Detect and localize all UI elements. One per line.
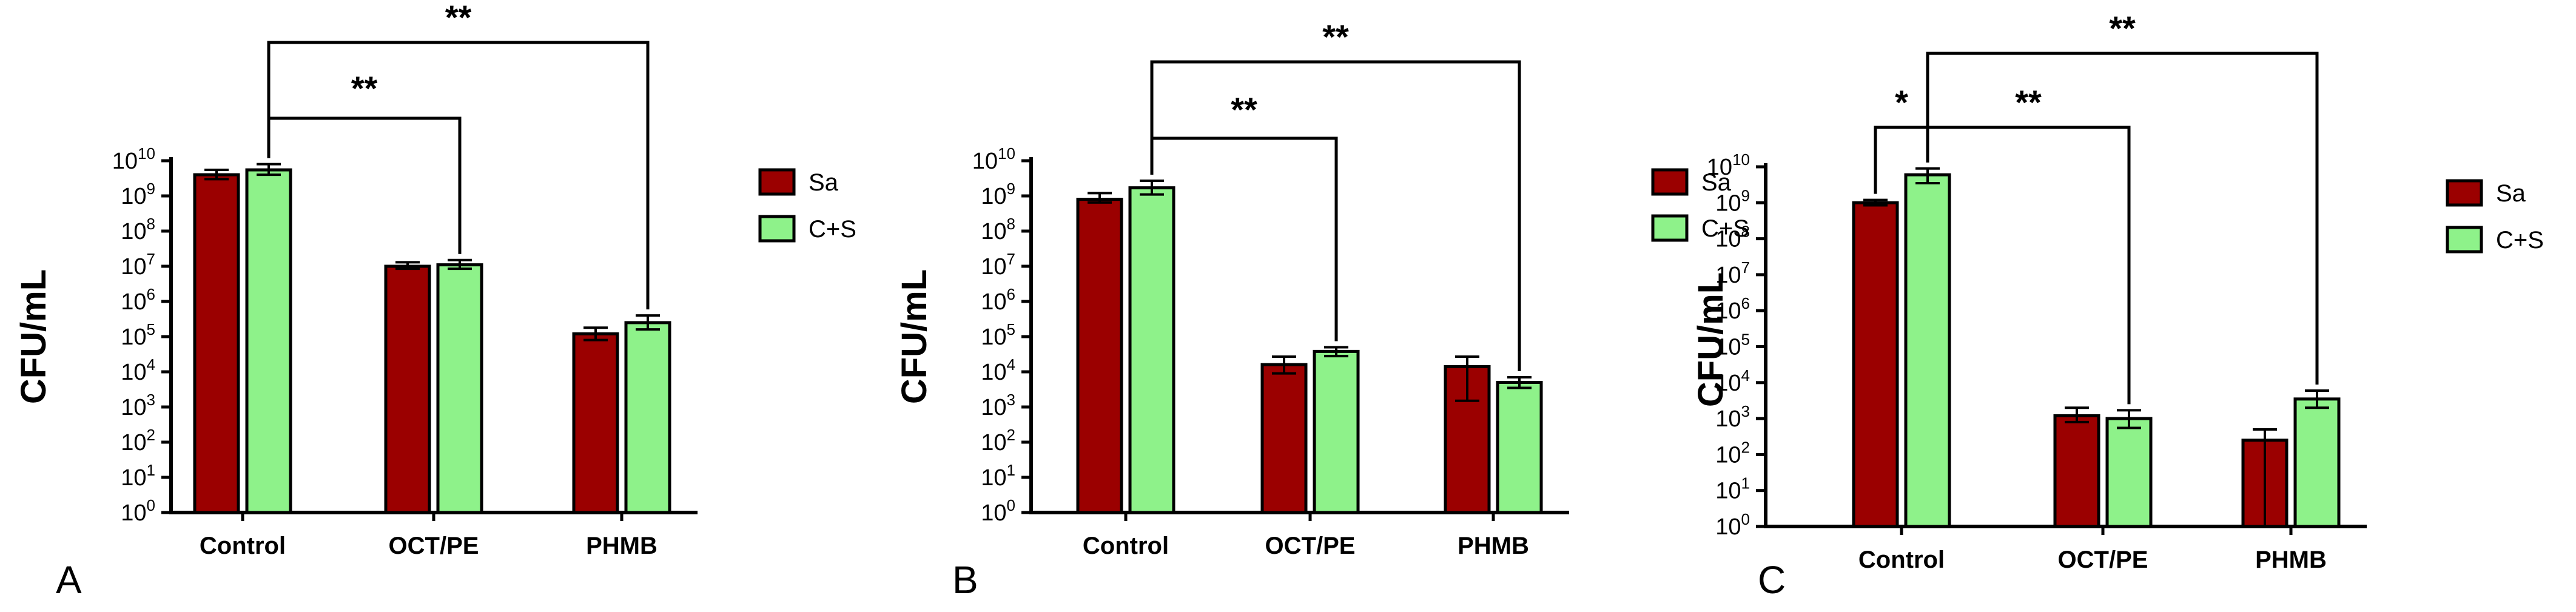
y-tick-label: 107 (981, 250, 1015, 280)
y-tick-label: 105 (1715, 331, 1750, 360)
y-tick-label: 102 (121, 426, 155, 456)
significance-bracket (1926, 52, 2319, 385)
y-tick-label: 101 (981, 461, 1015, 491)
chart-panel-A: 100 101 102 103 104 105 106 107 108 109 1010 CFU/mL… (14, 0, 856, 602)
legend-swatch-C+S (2446, 226, 2483, 254)
legend-swatch-C+S (758, 215, 796, 243)
bar-Sa-Control (1852, 201, 1899, 528)
legend-swatch-Sa (758, 168, 796, 196)
significance-bracket (1150, 136, 1338, 341)
significance-bracket (267, 116, 462, 254)
legend-label: Sa (1701, 169, 1732, 196)
y-tick-label: 107 (1715, 258, 1750, 288)
y-tick-label: 102 (981, 426, 1015, 456)
legend: Sa C+S (2446, 179, 2544, 254)
y-tick-label: 100 (981, 496, 1015, 526)
y-axis-title: CFU/mL (895, 269, 934, 404)
bar-C+S-Control (245, 168, 292, 514)
legend-label: C+S (809, 216, 856, 243)
x-tick-label: PHMB (2255, 546, 2327, 573)
y-tick-label: 1010 (112, 144, 155, 174)
chart-panel-C: 100 101 102 103 104 105 106 107 108 109 1010 CFU/mL… (1691, 9, 2544, 602)
bar-C+S-OCT/PE (436, 263, 483, 514)
x-tick-label: Control (1083, 533, 1169, 559)
y-tick-label: 1010 (1707, 150, 1750, 180)
y-tick-label: 106 (121, 285, 155, 315)
bar-Sa-OCT/PE (2053, 414, 2100, 528)
significance-bracket (1150, 60, 1521, 371)
bar-C+S-Control (1904, 173, 1951, 528)
y-tick-label: 109 (121, 180, 155, 209)
y-tick-label: 100 (1715, 510, 1750, 540)
legend-swatch-Sa (1651, 168, 1689, 196)
significance-bracket (1926, 126, 2131, 405)
legend-label: Sa (809, 169, 839, 196)
bar-C+S-OCT/PE (2105, 417, 2153, 528)
panel-label: A (56, 558, 82, 602)
y-tick-label: 104 (121, 355, 155, 385)
bar-Sa-OCT/PE (384, 264, 431, 514)
y-tick-label: 103 (121, 391, 155, 420)
y-tick-label: 108 (1715, 223, 1750, 252)
panel-label: C (1758, 558, 1786, 602)
legend-swatch-Sa (2446, 179, 2483, 207)
significance-label: ** (351, 69, 378, 107)
y-tick-label: 101 (121, 461, 155, 491)
y-tick-label: 100 (121, 496, 155, 526)
legend-label: C+S (1701, 215, 1749, 242)
y-tick-label: 1010 (972, 144, 1015, 174)
y-tick-label: 106 (981, 285, 1015, 315)
y-tick-label: 105 (121, 320, 155, 350)
legend-label: Sa (2496, 180, 2526, 207)
y-axis-title: CFU/mL (14, 269, 53, 404)
y-tick-label: 107 (121, 250, 155, 280)
y-tick-label: 106 (1715, 294, 1750, 324)
y-tick-label: 105 (981, 320, 1015, 350)
y-tick-label: 101 (1715, 474, 1750, 504)
bar-C+S-Control (1128, 186, 1175, 514)
x-tick-label: PHMB (1458, 533, 1529, 559)
y-tick-label: 109 (981, 180, 1015, 209)
significance-label: ** (1322, 18, 1349, 56)
bar-Sa-PHMB (572, 332, 619, 514)
bar-C+S-OCT/PE (1313, 349, 1360, 514)
x-tick-label: Control (200, 533, 286, 559)
x-tick-label: PHMB (586, 533, 657, 559)
bar-Sa-Control (1076, 198, 1123, 514)
legend: Sa C+S (758, 168, 856, 243)
significance-label: ** (2015, 83, 2042, 121)
x-tick-label: OCT/PE (389, 533, 479, 559)
significance-label: ** (1231, 90, 1257, 129)
x-tick-label: OCT/PE (1265, 533, 1356, 559)
y-axis-title: CFU/mL (1691, 272, 1730, 407)
significance-label: * (1895, 83, 1908, 121)
y-tick-label: 104 (981, 355, 1015, 385)
legend-label: C+S (2496, 227, 2544, 254)
chart-panel-B: 100 101 102 103 104 105 106 107 108 109 1010 CFU/mL… (895, 18, 1749, 602)
significance-label: ** (445, 0, 472, 36)
y-tick-label: 108 (121, 215, 155, 244)
significance-label: ** (2109, 9, 2136, 47)
y-tick-label: 103 (981, 391, 1015, 420)
bar-C+S-PHMB (624, 321, 671, 514)
bar-C+S-PHMB (2293, 397, 2341, 528)
panel-label: B (952, 558, 978, 602)
y-tick-label: 109 (1715, 186, 1750, 216)
bar-C+S-PHMB (1496, 380, 1543, 514)
y-tick-label: 108 (981, 215, 1015, 244)
y-tick-label: 104 (1715, 366, 1750, 396)
significance-bracket (267, 41, 650, 310)
x-tick-label: OCT/PE (2058, 546, 2148, 573)
bar-Sa-Control (193, 173, 240, 514)
bar-Sa-OCT/PE (1260, 363, 1308, 514)
y-tick-label: 103 (1715, 402, 1750, 432)
legend: Sa C+S (1651, 168, 1749, 242)
legend-swatch-C+S (1651, 214, 1689, 242)
y-tick-label: 102 (1715, 438, 1750, 468)
x-tick-label: Control (1858, 546, 1945, 573)
